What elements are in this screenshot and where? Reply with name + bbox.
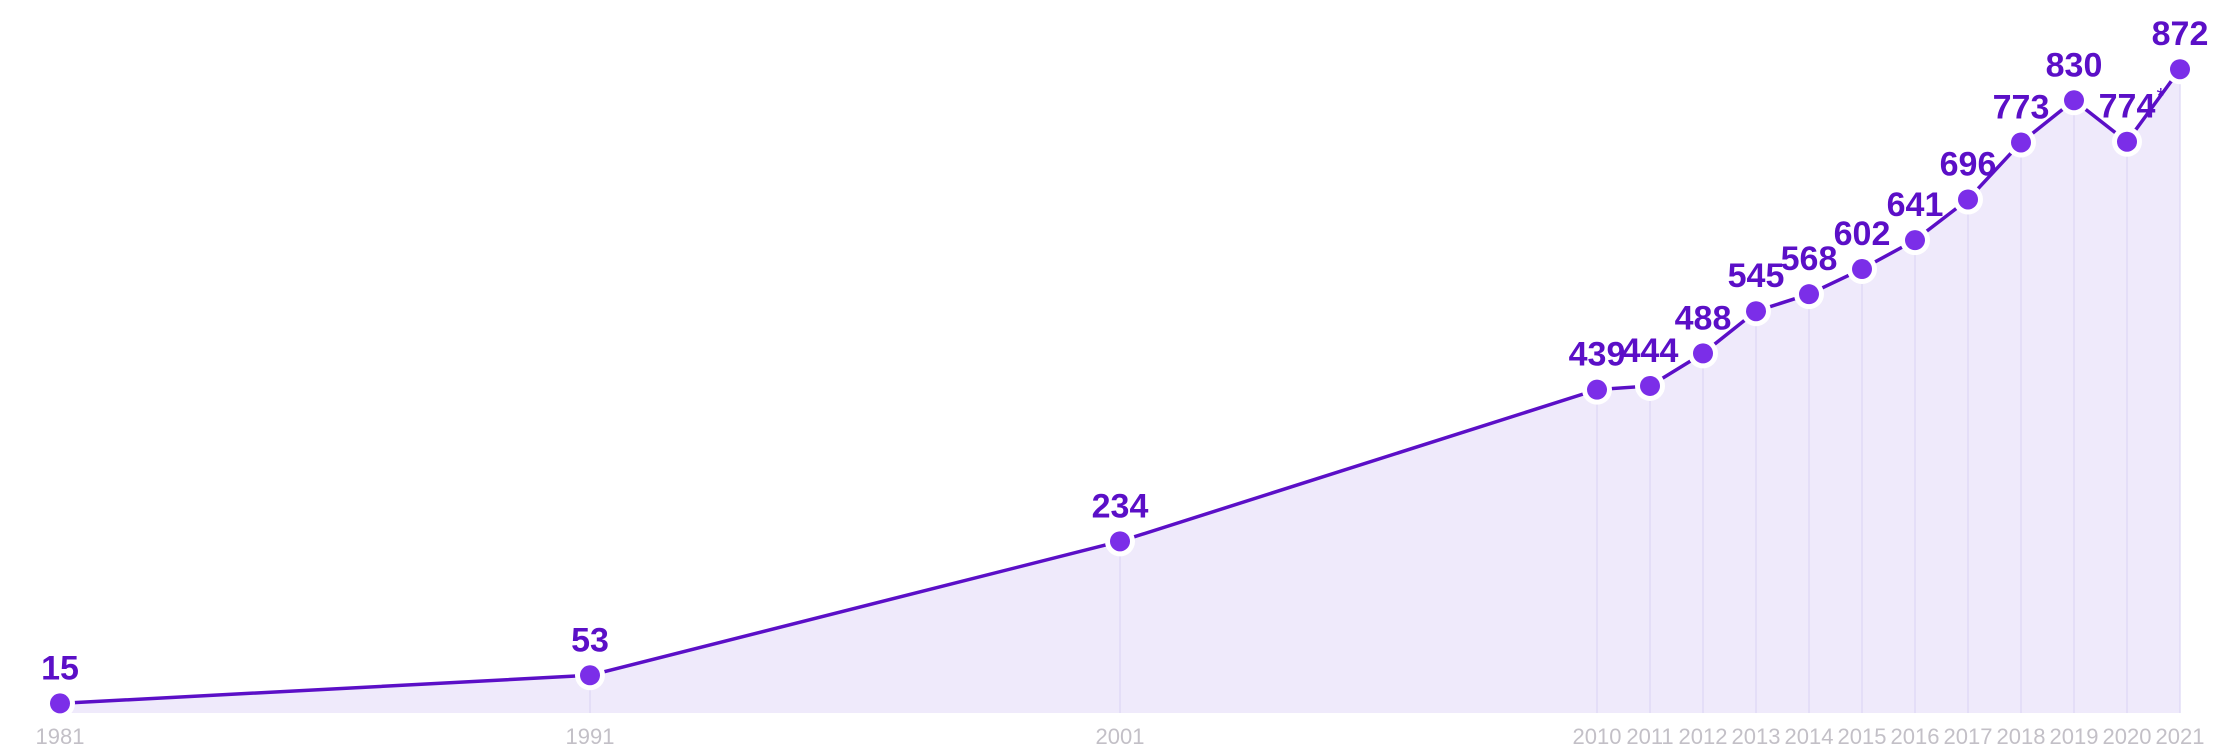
x-tick-2010: 2010 xyxy=(1573,724,1622,748)
data-point-2018 xyxy=(2011,132,2031,153)
x-tick-2018: 2018 xyxy=(1997,724,2046,748)
data-point-2001 xyxy=(1110,531,1130,552)
x-tick-2001: 2001 xyxy=(1096,724,1145,748)
x-tick-1981: 1981 xyxy=(36,724,85,748)
data-point-2016 xyxy=(1905,230,1925,251)
data-label-2001: 234 xyxy=(1092,487,1149,525)
x-tick-2012: 2012 xyxy=(1679,724,1728,748)
data-point-1991 xyxy=(580,665,600,686)
data-label-2018: 773 xyxy=(1993,88,2050,126)
data-label-1991: 53 xyxy=(571,621,609,659)
data-label-2010: 439 xyxy=(1569,336,1626,374)
data-label-2017: 696 xyxy=(1940,145,1997,183)
tick-layer: 1981 1991 2001 2010 2011 2012 2013 2014 2015 2016… xyxy=(36,724,2205,748)
x-tick-2015: 2015 xyxy=(1838,724,1887,748)
data-point-2014 xyxy=(1799,284,1819,305)
x-tick-2020: 2020 xyxy=(2103,724,2152,748)
grid-layer xyxy=(59,69,2181,713)
x-tick-1991: 1991 xyxy=(566,724,615,748)
data-point-1981 xyxy=(50,693,70,714)
x-tick-2021: 2021 xyxy=(2156,724,2205,748)
x-tick-2011: 2011 xyxy=(1626,724,1673,748)
data-point-2012 xyxy=(1693,343,1713,364)
x-tick-2013: 2013 xyxy=(1732,724,1781,748)
data-point-2015 xyxy=(1852,259,1872,280)
data-label-1981: 15 xyxy=(41,649,79,687)
x-tick-2019: 2019 xyxy=(2050,724,2099,748)
data-point-2019 xyxy=(2064,90,2084,111)
data-label-2011: 444 xyxy=(1622,332,1679,370)
x-tick-2016: 2016 xyxy=(1891,724,1940,748)
data-label-2012: 488 xyxy=(1675,299,1732,337)
data-label-2021: 872 xyxy=(2152,15,2209,53)
data-label-2014: 568 xyxy=(1781,240,1838,278)
footnote-mark-2020: * xyxy=(2156,84,2165,109)
data-point-2017 xyxy=(1958,189,1978,210)
data-point-2013 xyxy=(1746,301,1766,322)
x-tick-2017: 2017 xyxy=(1944,724,1993,748)
data-label-2019: 830 xyxy=(2046,46,2103,84)
data-point-2011 xyxy=(1640,375,1660,396)
data-label-2015: 602 xyxy=(1834,215,1891,253)
data-label-2016: 641 xyxy=(1887,186,1944,224)
data-label-2013: 545 xyxy=(1728,257,1785,295)
x-tick-2014: 2014 xyxy=(1785,724,1834,748)
data-point-2021 xyxy=(2170,59,2190,80)
data-point-2010 xyxy=(1587,379,1607,400)
data-point-2020 xyxy=(2117,131,2137,152)
marker-layer xyxy=(45,54,2195,719)
data-label-2020: 774 xyxy=(2099,88,2156,126)
